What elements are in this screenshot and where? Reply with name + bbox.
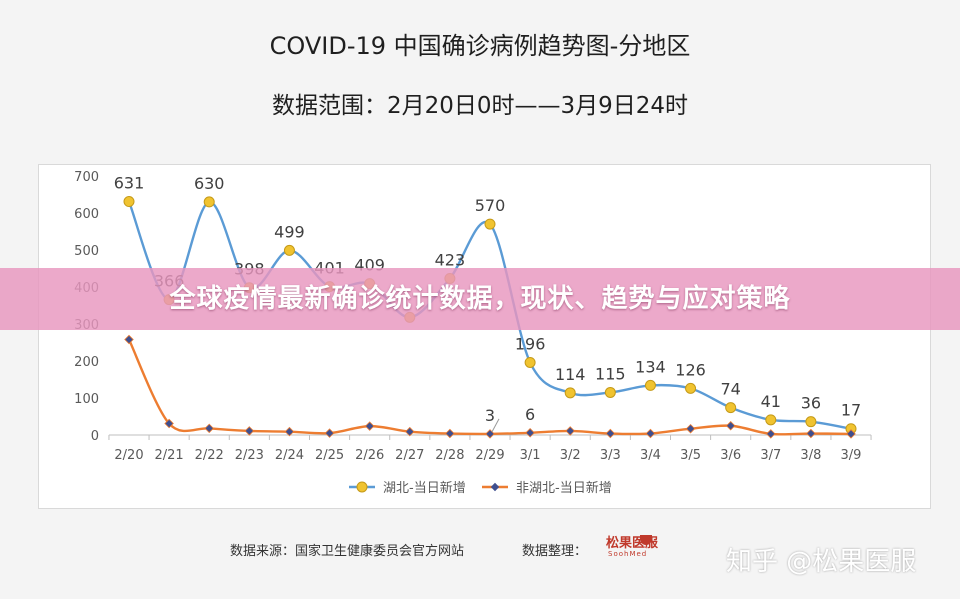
chart-title: COVID-19 中国确诊病例趋势图-分地区 <box>269 32 691 60</box>
non-hubei-point <box>405 426 415 437</box>
x-tick-label: 3/7 <box>760 448 781 463</box>
hubei-point <box>203 196 215 208</box>
non-hubei-point <box>806 428 816 439</box>
x-tick-label: 3/4 <box>640 448 661 463</box>
hubei-data-label: 630 <box>194 174 225 193</box>
legend-hubei-marker <box>356 481 368 493</box>
non-hubei-point <box>164 418 174 429</box>
hubei-data-label: 17 <box>841 401 861 420</box>
headline-text: 全球疫情最新确诊统计数据，现状、趋势与应对策略 <box>169 284 791 314</box>
non-hubei-point <box>685 423 696 434</box>
cup-icon <box>640 535 652 545</box>
hubei-data-label: 115 <box>595 364 626 383</box>
hubei-data-label: 631 <box>114 174 145 193</box>
x-tick-label: 2/20 <box>114 448 143 463</box>
non-hubei-point <box>244 426 255 436</box>
zhihu-watermark: 知乎 @松果医服 <box>726 547 917 577</box>
y-tick-label: 0 <box>91 429 99 444</box>
hubei-point <box>685 382 697 394</box>
non-hubei-point <box>725 420 736 431</box>
y-tick-label: 700 <box>74 170 99 185</box>
y-tick-label: 500 <box>74 244 99 259</box>
non-hubei-point <box>525 428 535 438</box>
x-tick-label: 2/24 <box>275 448 304 463</box>
x-tick-label: 3/3 <box>600 448 621 463</box>
hubei-data-label: 41 <box>761 392 781 411</box>
hubei-point <box>283 244 295 256</box>
hubei-point <box>564 387 576 399</box>
x-tick-label: 2/25 <box>315 448 344 463</box>
hubei-data-label: 499 <box>274 222 305 241</box>
y-tick-label: 600 <box>74 207 99 222</box>
legend-non-hubei-label: 非湖北-当日新增 <box>516 480 612 496</box>
non-hubei-point <box>766 429 776 439</box>
x-tick-label: 3/9 <box>841 448 862 463</box>
hubei-point <box>805 416 817 428</box>
headline-banner: 全球疫情最新确诊统计数据，现状、趋势与应对策略 <box>0 268 960 330</box>
hubei-point <box>604 386 616 398</box>
chart-subtitle: 数据范围：2月20日0时——3月9日24时 <box>271 93 689 119</box>
x-tick-label: 3/1 <box>520 448 541 463</box>
non-hubei-point <box>364 421 375 431</box>
non-hubei-point <box>565 426 575 436</box>
hubei-data-label: 36 <box>801 394 821 413</box>
hubei-data-label: 423 <box>435 250 466 269</box>
y-tick-label: 100 <box>74 392 99 407</box>
non-hubei-point <box>324 428 335 438</box>
hubei-data-label: 570 <box>475 196 506 215</box>
hubei-data-label: 114 <box>555 365 586 384</box>
non-hubei-point <box>846 429 856 439</box>
hubei-point <box>765 414 777 426</box>
footer: 数据来源：国家卫生健康委员会官方网站 数据整理： 松果医服 SoohMed <box>0 535 960 562</box>
organizer-label: 数据整理： <box>522 544 588 559</box>
hubei-point <box>644 379 656 391</box>
series-hubei-line <box>127 200 852 430</box>
y-tick-label: 200 <box>74 355 99 370</box>
non-hubei-point <box>124 334 134 345</box>
hubei-point <box>524 356 536 368</box>
hubei-data-label: 134 <box>635 357 666 376</box>
non-hubei-point <box>645 428 656 439</box>
x-tick-label: 2/28 <box>435 448 464 463</box>
legend-non-hubei-marker <box>490 482 500 492</box>
hubei-data-label: 74 <box>720 380 740 399</box>
non-hubei-point <box>284 426 295 437</box>
hubei-point <box>123 196 135 208</box>
x-tick-label: 2/29 <box>475 448 504 463</box>
x-tick-label: 2/21 <box>155 448 184 463</box>
chart-area: 01002003004005006007002/202/212/222/232/… <box>38 164 931 509</box>
hubei-point <box>725 402 737 414</box>
non-hubei-data-label: 6 <box>525 405 535 424</box>
hubei-data-label: 126 <box>675 360 706 379</box>
organizer-logo-subtext: SoohMed <box>608 550 648 558</box>
x-tick-label: 2/27 <box>395 448 424 463</box>
non-hubei-point <box>605 428 616 439</box>
hubei-point <box>484 218 496 230</box>
x-tick-label: 2/23 <box>235 448 264 463</box>
x-tick-label: 3/6 <box>720 448 741 463</box>
data-label-leader <box>491 418 500 433</box>
non-hubei-point <box>445 428 455 439</box>
x-tick-label: 3/5 <box>680 448 701 463</box>
legend-hubei-label: 湖北-当日新增 <box>383 480 466 496</box>
data-source-text: 数据来源：国家卫生健康委员会官方网站 <box>230 544 465 559</box>
x-tick-label: 2/22 <box>195 448 224 463</box>
hubei-data-label: 196 <box>515 334 546 353</box>
x-tick-label: 2/26 <box>355 448 384 463</box>
x-tick-label: 3/8 <box>800 448 821 463</box>
non-hubei-data-label: 3 <box>485 406 495 425</box>
non-hubei-point <box>204 423 214 434</box>
organizer-logo: 松果医服 SoohMed <box>606 532 690 566</box>
line-chart: 01002003004005006007002/202/212/222/232/… <box>74 170 872 496</box>
x-tick-label: 3/2 <box>560 448 581 463</box>
